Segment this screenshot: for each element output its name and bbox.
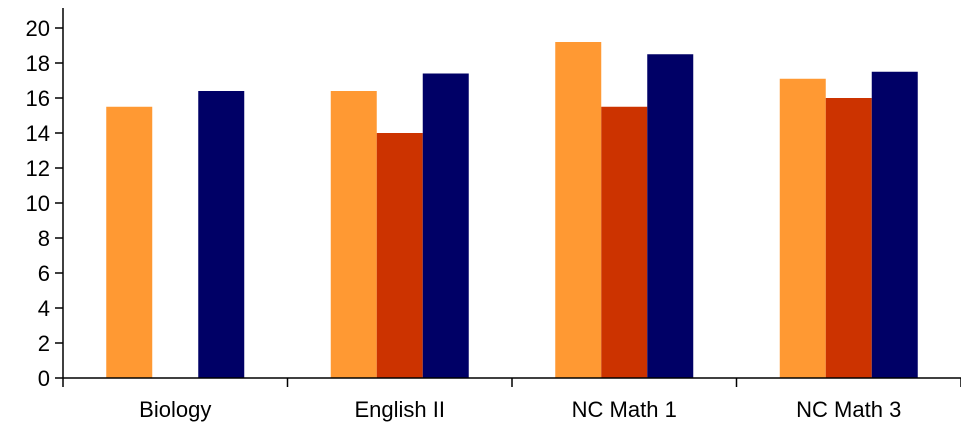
bar-english-ii-s2 bbox=[376, 133, 423, 378]
y-tick-label: 8 bbox=[38, 226, 50, 251]
x-category-label: English II bbox=[355, 397, 446, 422]
y-tick-label: 12 bbox=[26, 156, 50, 181]
y-tick-label: 20 bbox=[26, 16, 50, 41]
x-category-label: NC Math 3 bbox=[796, 397, 901, 422]
bar-nc-math-1-s2 bbox=[601, 106, 648, 378]
bar-english-ii-s1 bbox=[330, 91, 377, 378]
y-tick-label: 18 bbox=[26, 51, 50, 76]
y-tick-label: 4 bbox=[38, 296, 50, 321]
x-category-label: NC Math 1 bbox=[572, 397, 677, 422]
bar-biology-s1 bbox=[106, 106, 153, 378]
bar-english-ii-s3 bbox=[422, 73, 469, 378]
y-tick-label: 6 bbox=[38, 261, 50, 286]
bar-nc-math-1-s1 bbox=[555, 42, 602, 378]
bar-nc-math-1-s3 bbox=[647, 54, 694, 378]
y-tick-label: 2 bbox=[38, 331, 50, 356]
x-axis-ticks: Biology English II NC Math 1 NC Math 3 bbox=[62, 378, 961, 422]
y-tick-label: 16 bbox=[26, 86, 50, 111]
bar-nc-math-3-s3 bbox=[871, 71, 918, 378]
bar-nc-math-3-s1 bbox=[779, 78, 826, 378]
y-axis-ticks: 0 2 4 6 8 10 12 14 16 18 20 bbox=[26, 16, 63, 391]
x-category-label: Biology bbox=[139, 397, 211, 422]
y-tick-label: 10 bbox=[26, 191, 50, 216]
y-tick-label: 0 bbox=[38, 366, 50, 391]
bar-nc-math-3-s2 bbox=[825, 98, 872, 378]
bars-group bbox=[106, 42, 918, 378]
y-tick-label: 14 bbox=[26, 121, 50, 146]
bar-biology-s3 bbox=[198, 91, 245, 378]
